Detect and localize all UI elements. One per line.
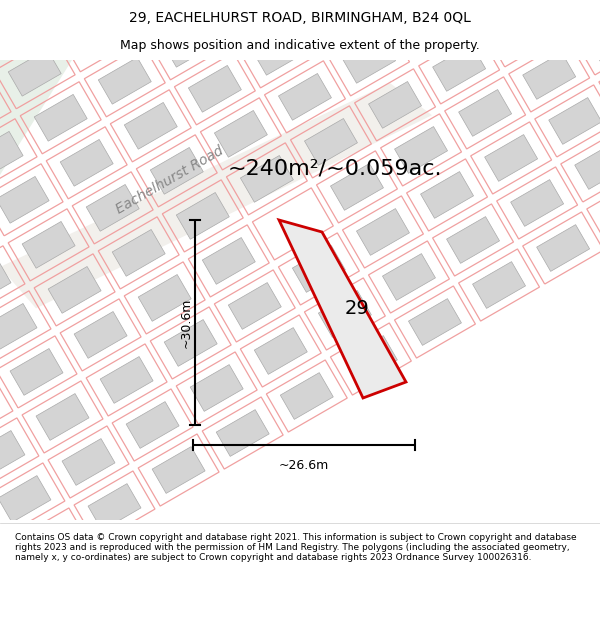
Polygon shape (163, 21, 215, 67)
Polygon shape (214, 111, 268, 158)
Polygon shape (395, 126, 448, 173)
Polygon shape (292, 246, 346, 292)
Polygon shape (331, 164, 383, 210)
Polygon shape (100, 357, 153, 403)
Polygon shape (382, 254, 436, 301)
Polygon shape (48, 266, 101, 313)
Polygon shape (241, 156, 293, 202)
Polygon shape (0, 259, 11, 305)
Polygon shape (98, 58, 151, 104)
Text: 29, EACHELHURST ROAD, BIRMINGHAM, B24 0QL: 29, EACHELHURST ROAD, BIRMINGHAM, B24 0Q… (129, 11, 471, 25)
Polygon shape (0, 476, 51, 522)
Polygon shape (317, 0, 370, 38)
Polygon shape (0, 60, 72, 175)
Polygon shape (112, 229, 165, 276)
Polygon shape (86, 184, 139, 231)
Polygon shape (485, 134, 538, 181)
Polygon shape (34, 94, 87, 141)
Polygon shape (407, 0, 460, 46)
Polygon shape (458, 89, 512, 136)
Text: Contains OS data © Crown copyright and database right 2021. This information is : Contains OS data © Crown copyright and d… (15, 532, 577, 562)
Polygon shape (188, 66, 241, 112)
Polygon shape (421, 172, 473, 218)
Text: ~26.6m: ~26.6m (279, 459, 329, 472)
Polygon shape (254, 328, 307, 374)
Polygon shape (8, 49, 61, 96)
Polygon shape (0, 131, 23, 178)
Polygon shape (10, 349, 63, 395)
Polygon shape (229, 282, 281, 329)
Polygon shape (536, 224, 590, 271)
Polygon shape (202, 238, 255, 284)
Polygon shape (62, 439, 115, 486)
Text: Map shows position and indicative extent of the property.: Map shows position and indicative extent… (120, 39, 480, 51)
Polygon shape (587, 16, 600, 63)
Polygon shape (304, 119, 358, 165)
Polygon shape (73, 12, 125, 59)
Polygon shape (164, 319, 217, 366)
Polygon shape (497, 8, 550, 54)
Polygon shape (356, 209, 409, 256)
Polygon shape (523, 52, 576, 99)
Text: ~240m²/~0.059ac.: ~240m²/~0.059ac. (228, 158, 442, 178)
Polygon shape (344, 336, 397, 382)
Polygon shape (124, 102, 177, 149)
Polygon shape (473, 262, 526, 308)
Polygon shape (319, 291, 371, 338)
Polygon shape (278, 74, 331, 120)
Polygon shape (409, 299, 461, 346)
Polygon shape (60, 139, 113, 186)
Polygon shape (176, 192, 229, 239)
Polygon shape (280, 372, 333, 419)
Polygon shape (446, 217, 500, 263)
Polygon shape (0, 4, 35, 51)
Polygon shape (549, 98, 600, 144)
Polygon shape (279, 220, 406, 398)
Polygon shape (88, 484, 141, 531)
Text: 29: 29 (345, 299, 370, 318)
Polygon shape (151, 148, 203, 194)
Polygon shape (74, 311, 127, 358)
Polygon shape (152, 447, 205, 493)
Polygon shape (433, 44, 485, 91)
Polygon shape (126, 402, 179, 448)
Polygon shape (511, 179, 563, 226)
Polygon shape (226, 0, 280, 30)
Polygon shape (216, 409, 269, 456)
Polygon shape (0, 176, 49, 223)
Text: Eachelhurst Road: Eachelhurst Road (114, 144, 226, 216)
Polygon shape (0, 304, 37, 350)
Text: ~30.6m: ~30.6m (179, 298, 193, 348)
Polygon shape (22, 221, 75, 268)
Polygon shape (575, 142, 600, 189)
Polygon shape (138, 274, 191, 321)
Polygon shape (0, 83, 432, 308)
Polygon shape (36, 394, 89, 441)
Polygon shape (190, 364, 243, 411)
Polygon shape (343, 36, 395, 83)
Polygon shape (368, 81, 422, 128)
Polygon shape (0, 431, 25, 478)
Polygon shape (24, 521, 77, 568)
Polygon shape (253, 29, 305, 75)
